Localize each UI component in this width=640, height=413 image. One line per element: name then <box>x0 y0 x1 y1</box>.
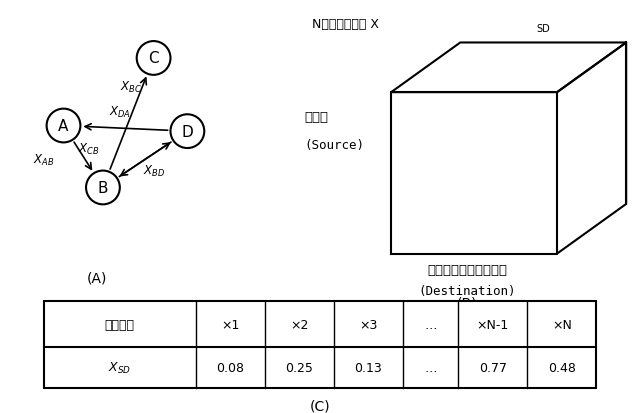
Text: 0.13: 0.13 <box>355 361 382 374</box>
Text: B: B <box>98 180 108 195</box>
Circle shape <box>47 109 81 143</box>
Text: …: … <box>424 318 437 331</box>
Text: ×N: ×N <box>552 318 572 331</box>
Text: ディスティネーション: ディスティネーション <box>428 263 508 276</box>
Text: (Source): (Source) <box>305 139 365 152</box>
Text: D: D <box>182 124 193 139</box>
FancyBboxPatch shape <box>44 301 596 388</box>
Text: …: … <box>424 361 437 374</box>
Text: 0.48: 0.48 <box>548 361 576 374</box>
Text: (Destination): (Destination) <box>419 285 516 298</box>
Text: $X_{AB}$: $X_{AB}$ <box>33 152 54 167</box>
Text: $X_{BD}$: $X_{BD}$ <box>143 164 164 179</box>
Text: N次元ベクトル X: N次元ベクトル X <box>312 18 379 31</box>
Text: 0.25: 0.25 <box>285 361 313 374</box>
Text: A: A <box>58 119 68 134</box>
Text: (B): (B) <box>457 296 477 310</box>
Text: ×3: ×3 <box>359 318 378 331</box>
Circle shape <box>86 171 120 205</box>
Text: $X_{BC}$: $X_{BC}$ <box>120 79 142 95</box>
Circle shape <box>137 42 170 76</box>
Text: $X_{SD}$: $X_{SD}$ <box>108 360 131 375</box>
Text: (C): (C) <box>310 399 330 413</box>
Circle shape <box>170 115 204 149</box>
Text: SD: SD <box>536 24 550 33</box>
Text: ベクトル: ベクトル <box>104 318 134 331</box>
Text: (A): (A) <box>87 271 108 285</box>
Text: C: C <box>148 51 159 66</box>
Text: ×N-1: ×N-1 <box>477 318 509 331</box>
Text: ソース: ソース <box>305 111 329 124</box>
Text: ×1: ×1 <box>221 318 239 331</box>
Text: ×2: ×2 <box>290 318 308 331</box>
Text: $X_{DA}$: $X_{DA}$ <box>109 104 131 120</box>
Text: $X_{CB}$: $X_{CB}$ <box>78 141 100 156</box>
Text: 0.77: 0.77 <box>479 361 507 374</box>
Text: 0.08: 0.08 <box>216 361 244 374</box>
